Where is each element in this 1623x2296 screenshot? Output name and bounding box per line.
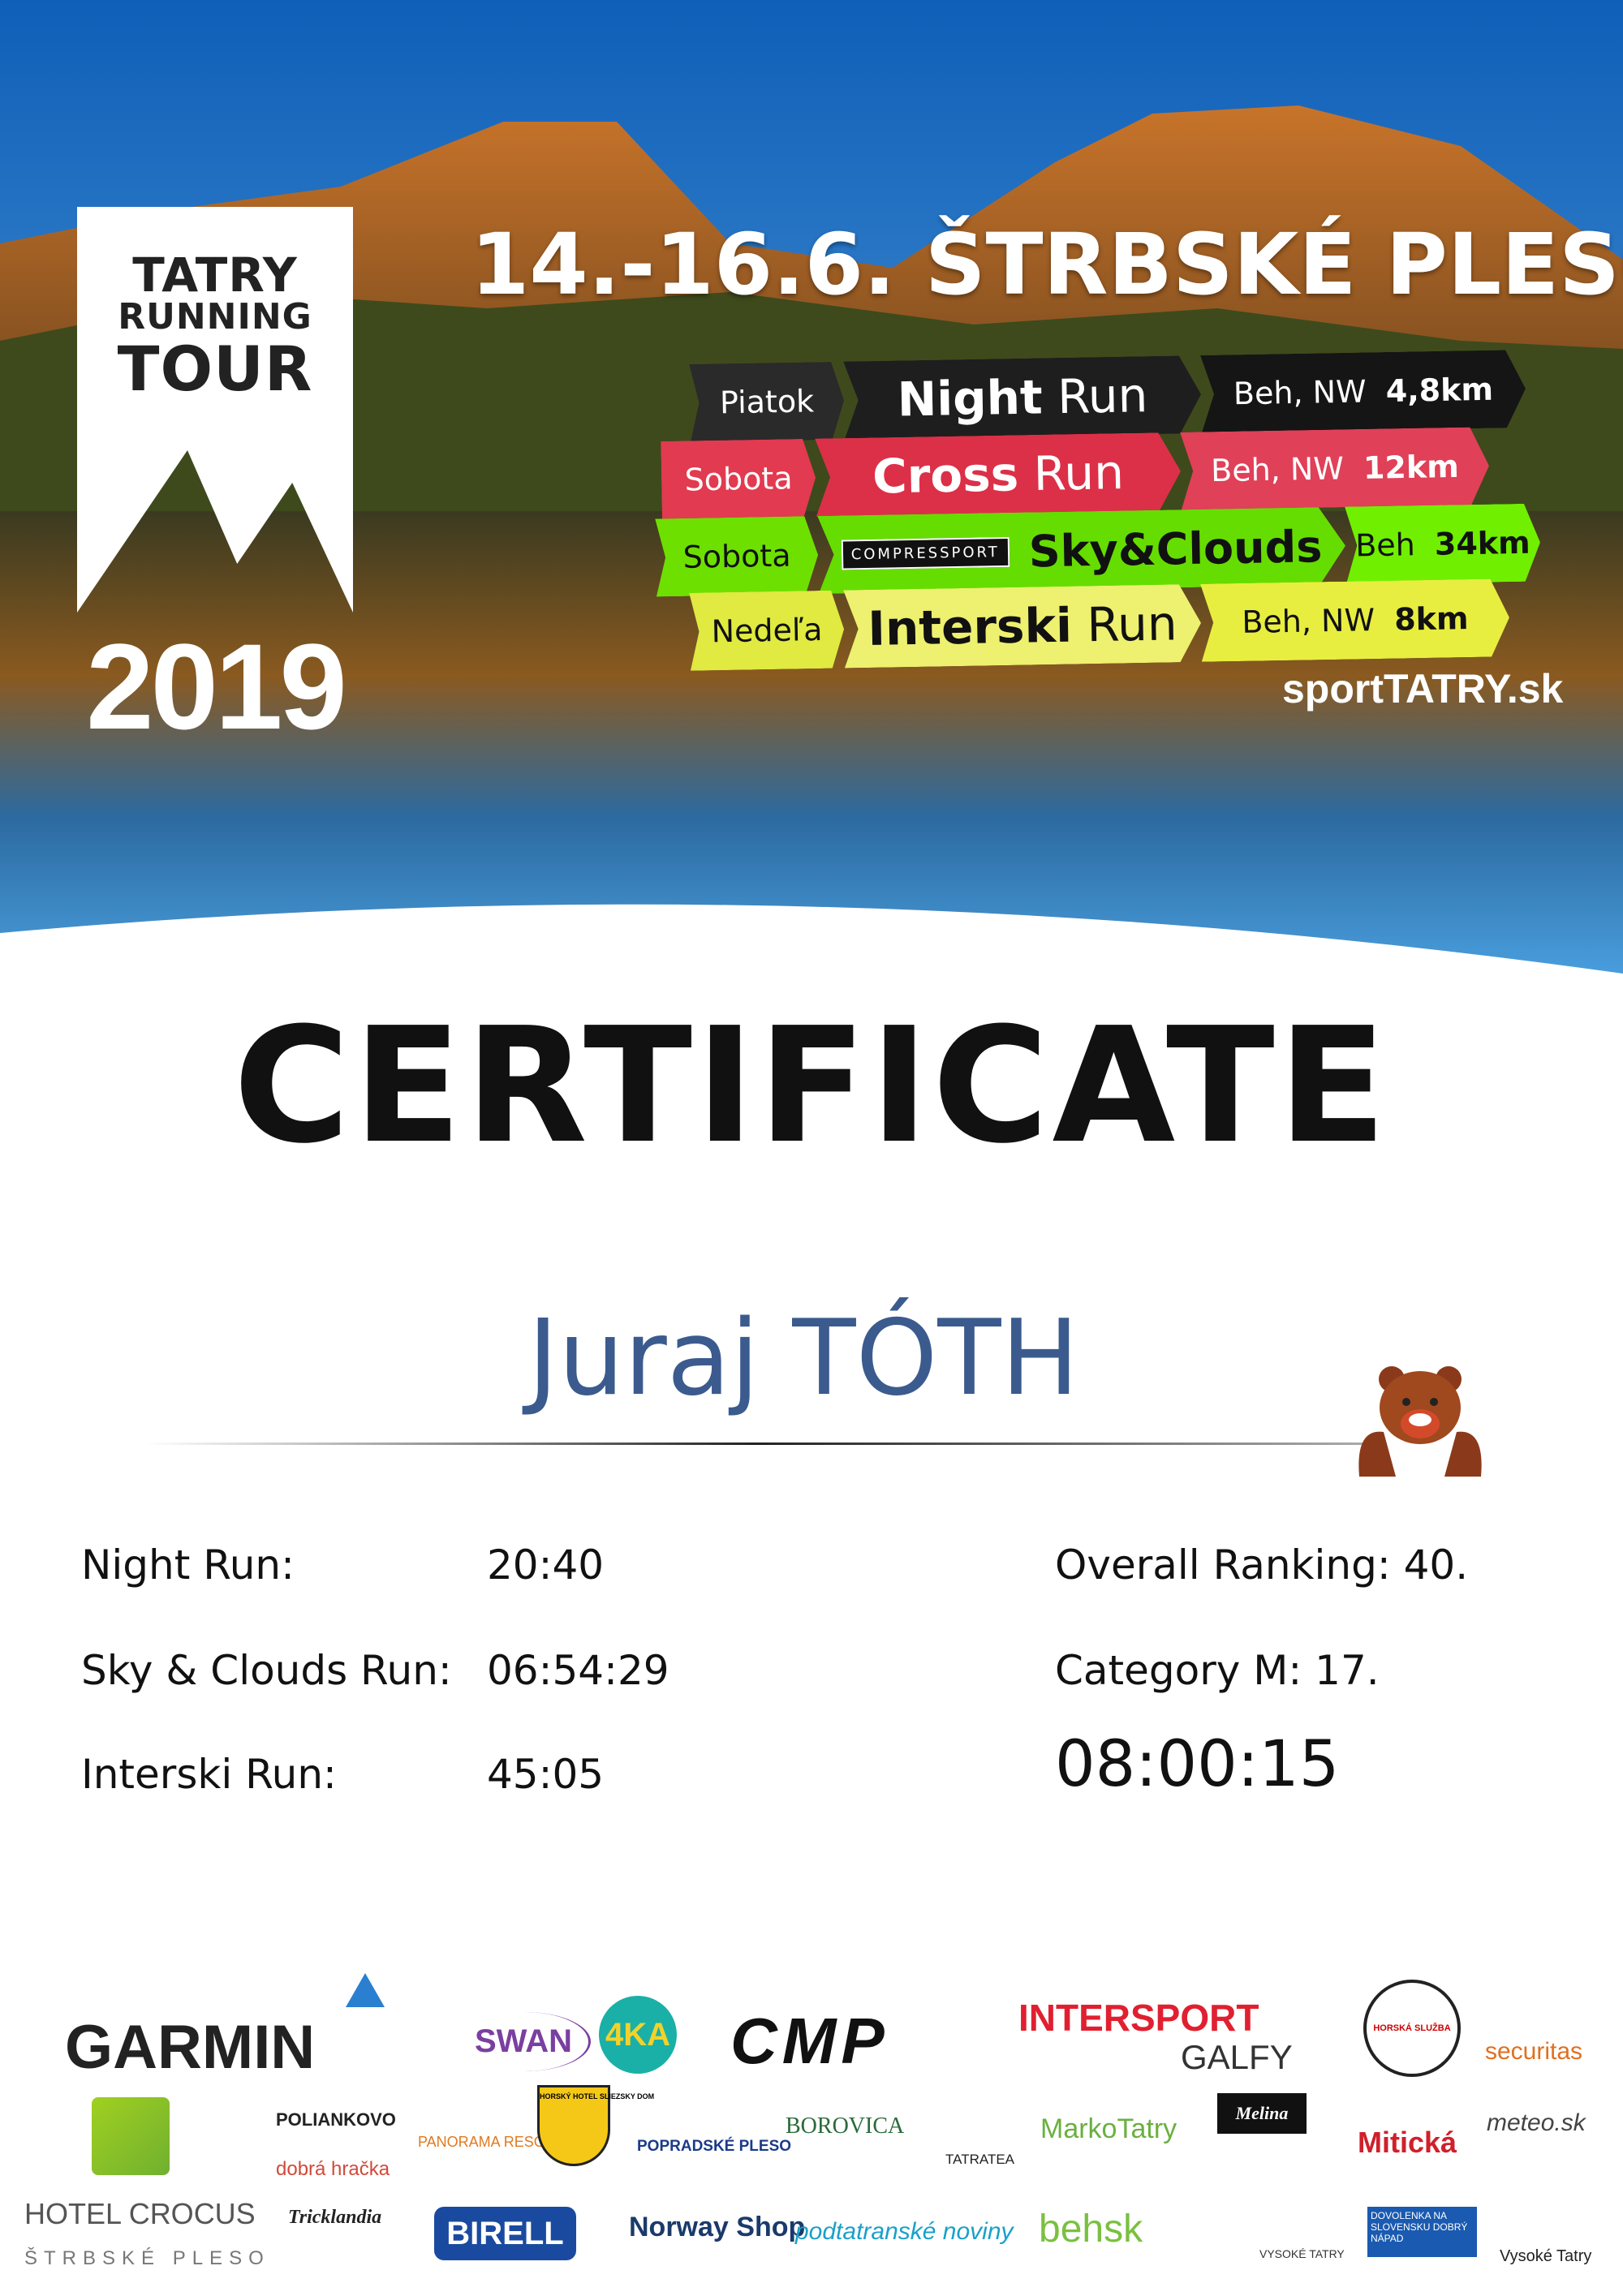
- overall-ranking: Overall Ranking: 40.: [1055, 1541, 1469, 1589]
- race-info: Beh, NW 12km: [1180, 427, 1490, 510]
- sponsor-logo: meteo.sk: [1487, 2109, 1586, 2136]
- race-info: Beh, NW 8km: [1200, 578, 1510, 662]
- sponsor-logo: Vysoké Tatry: [1500, 2247, 1592, 2265]
- race-day: Nedeľa: [689, 591, 845, 671]
- participant-name: Juraj TÓTH: [527, 1298, 1079, 1419]
- compressport-logo: COMPRESSPORT: [841, 536, 1010, 570]
- event-date-location: 14.-16.6. ŠTRBSKÉ PLESO: [471, 215, 1623, 314]
- result-label: Interski Run:: [81, 1751, 337, 1798]
- result-time: 45:05: [487, 1751, 605, 1798]
- crocus-flower-icon: [92, 2097, 170, 2175]
- sponsor-logo: GARMIN: [65, 2013, 316, 2082]
- sponsor-logo: MarkoTatry: [1040, 2113, 1177, 2144]
- sponsor-logo: CMP: [730, 2005, 889, 2077]
- sponsor-logo: TATRATEA: [945, 2152, 1014, 2167]
- sponsor-logo: POLIANKOVO: [276, 2109, 396, 2130]
- race-day: Sobota: [655, 516, 819, 596]
- race-band-interski: Nedeľa Interski Run Beh, NW 8km: [689, 578, 1510, 671]
- race-name: Cross Run: [815, 432, 1182, 517]
- sponsor-logo: HORSKÝ HOTEL SLIEZSKY DOM: [537, 2085, 654, 2166]
- sponsor-logo: Tricklandia: [288, 2207, 382, 2228]
- sponsor-logo: HORSKÁ SLUŽBA: [1363, 1980, 1461, 2077]
- sponsor-logo: Mitická: [1358, 2126, 1457, 2159]
- website-link[interactable]: sportTATRY.sk: [1282, 666, 1564, 712]
- sponsor-logo: POPRADSKÉ PLESO: [637, 2138, 792, 2155]
- race-name-light: Run: [1057, 368, 1148, 425]
- name-underline: [146, 1443, 1363, 1445]
- race-name-bold: Cross: [872, 446, 1019, 505]
- race-band-cross: Sobota Cross Run Beh, NW 12km: [661, 427, 1498, 519]
- sponsor-logos: GARMIN SWAN 4KA CMP INTERSPORT GALFY HOR…: [0, 1963, 1623, 2296]
- logo-text: TATRY: [132, 247, 298, 303]
- race-name-bold: Interski: [867, 597, 1073, 656]
- sponsor-logo: INTERSPORT: [1018, 1997, 1259, 2039]
- race-name: Interski Run: [843, 584, 1202, 669]
- sponsor-logo: GALFY: [1181, 2038, 1293, 2076]
- race-name-bold: Night: [897, 369, 1044, 428]
- result-label: Sky & Clouds Run:: [81, 1647, 452, 1694]
- certificate-title: CERTIFICATE: [233, 994, 1390, 1179]
- race-name: Night Run: [843, 355, 1202, 440]
- sponsor-logo: HOTEL CROCUS: [24, 2197, 256, 2230]
- result-time: 20:40: [487, 1541, 605, 1589]
- sponsor-logo: 4KA: [599, 1996, 677, 2074]
- race-distance: 34km: [1434, 524, 1531, 562]
- race-type: Beh, NW: [1233, 373, 1367, 412]
- garmin-triangle-icon: [346, 1973, 385, 2007]
- sponsor-logo: securitas: [1485, 2038, 1583, 2065]
- sponsor-logo: ŠTRBSKÉ PLESO: [24, 2247, 270, 2269]
- race-name-light: Run: [1033, 445, 1125, 501]
- race-info: Beh, NW 4,8km: [1200, 350, 1526, 433]
- sponsor-logo: podtatranské noviny: [795, 2218, 1014, 2245]
- race-day: Sobota: [661, 439, 816, 519]
- total-time: 08:00:15: [1055, 1728, 1340, 1801]
- race-distance: 4,8km: [1385, 371, 1494, 410]
- sponsor-logo: behsk: [1039, 2208, 1143, 2251]
- race-distance: 8km: [1393, 600, 1469, 638]
- event-year: 2019: [86, 618, 347, 755]
- sponsor-logo: Melina: [1217, 2093, 1307, 2134]
- race-name-bold: Sky&Clouds: [1028, 520, 1323, 577]
- race-day: Piatok: [689, 362, 845, 442]
- race-name-light: Run: [1086, 595, 1178, 653]
- sponsor-logo: dobrá hračka: [276, 2158, 390, 2180]
- result-time: 06:54:29: [487, 1647, 669, 1694]
- sponsor-logo: BOROVICA: [786, 2113, 905, 2139]
- race-type: Beh: [1354, 527, 1416, 564]
- sponsor-logo: DOVOLENKA NA SLOVENSKU DOBRÝ NÁPAD: [1367, 2207, 1477, 2257]
- logo-text: RUNNING: [118, 296, 312, 338]
- sponsor-logo: Norway Shop: [629, 2212, 806, 2242]
- sponsor-logo: BIRELL: [434, 2207, 576, 2260]
- logo-text: TOUR: [117, 333, 313, 405]
- category-ranking: Category M: 17.: [1055, 1647, 1380, 1694]
- sponsor-logo: VYSOKÉ TATRY: [1259, 2247, 1345, 2260]
- race-info: Beh 34km: [1345, 503, 1541, 584]
- bear-icon: [1358, 1366, 1482, 1477]
- result-label: Night Run:: [81, 1541, 295, 1589]
- sponsor-logo: SWAN: [458, 2012, 591, 2071]
- race-distance: 12km: [1363, 448, 1460, 486]
- race-name: COMPRESSPORT Sky&Clouds: [817, 507, 1346, 594]
- sponsor-logo: PANORAMA RESORT: [418, 2134, 565, 2150]
- race-type: Beh, NW: [1241, 602, 1375, 640]
- race-type: Beh, NW: [1210, 450, 1345, 489]
